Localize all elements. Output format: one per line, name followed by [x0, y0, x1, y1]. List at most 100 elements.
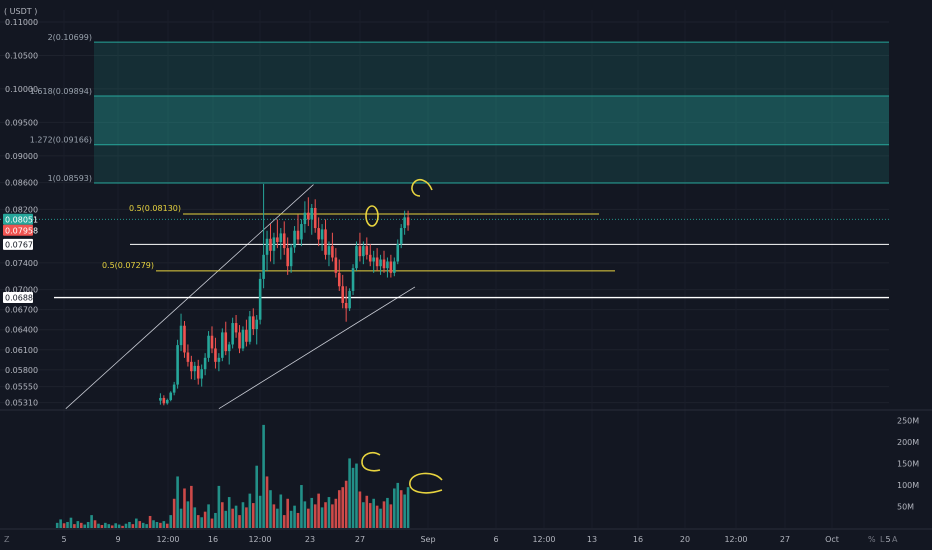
fib-extension-label: 1.272(0.09166) [30, 136, 92, 145]
volume-bar [217, 485, 221, 528]
price-badge-label: 0.08051 [5, 215, 38, 224]
annotation-arc [361, 452, 381, 472]
candle-body [165, 399, 169, 404]
volume-bar [334, 498, 338, 528]
candle-body [265, 238, 269, 255]
volume-tick-label: 150M [897, 460, 919, 469]
fib-retracement-label: 0.5(0.07279) [102, 261, 154, 270]
candle-body [334, 257, 338, 273]
candle-body [262, 254, 265, 279]
volume-bar [372, 498, 375, 528]
volume-bar [104, 522, 107, 528]
time-tick-label: 16 [633, 535, 643, 544]
percent-scale-icon[interactable]: % [868, 535, 876, 544]
candle-body [386, 261, 389, 269]
candle-body [331, 246, 334, 258]
volume-bar [327, 497, 331, 528]
volume-bar [66, 521, 69, 528]
candle-body [210, 335, 214, 349]
volume-bar [337, 490, 341, 528]
candle-body [296, 230, 300, 240]
volume-bar [406, 487, 410, 528]
volume-bar [248, 493, 252, 528]
candle-body [190, 361, 193, 372]
volume-bar [162, 521, 166, 528]
time-tick-label: 23 [305, 535, 315, 544]
candle-body [269, 238, 272, 251]
price-tick-label: 0.05550 [5, 383, 38, 392]
volume-tick-label: 50M [897, 503, 914, 512]
volume-bar [221, 502, 224, 528]
quote-currency-label: ( USDT ) [4, 7, 37, 16]
candle-body [224, 332, 228, 352]
volume-bar [117, 524, 121, 528]
candle-body [238, 332, 241, 349]
time-tick-label: 12:00 [248, 535, 271, 544]
time-tick-label: 5 [885, 535, 890, 544]
volume-bar [128, 521, 131, 528]
volume-bar [351, 467, 355, 528]
zoom-reset-icon[interactable]: Z [4, 535, 10, 544]
candle-body [251, 316, 255, 330]
fib-extension-label: 1.618(0.09894) [30, 87, 92, 96]
price-tick-label: 0.11000 [5, 18, 38, 27]
volume-bar [176, 476, 179, 528]
candle-body [248, 316, 252, 342]
candle-body [320, 229, 324, 240]
volume-bar [224, 510, 228, 528]
candle-body [179, 325, 183, 346]
price-tick-label: 0.09500 [5, 118, 38, 127]
candle-body [348, 290, 351, 309]
price-tick-label: 0.05310 [5, 399, 38, 408]
trend-channel [65, 184, 416, 410]
volume-bar [320, 507, 324, 528]
volume-tick-label: 250M [897, 417, 919, 426]
volume-bar [76, 521, 80, 528]
volume-bar [124, 523, 128, 528]
hand-drawn-annotations [361, 178, 443, 494]
price-badge [3, 238, 33, 250]
time-tick-label: 16 [208, 535, 218, 544]
volume-bar [293, 505, 296, 528]
auto-scale-icon[interactable]: A [892, 535, 898, 544]
candle-body [379, 259, 382, 267]
candle-body [183, 325, 186, 353]
price-tick-label: 0.08600 [5, 179, 38, 188]
volume-bar [145, 524, 148, 528]
price-badge-label: 0.06881 [5, 294, 38, 303]
volume-bar [324, 502, 327, 528]
time-tick-label: 27 [355, 535, 365, 544]
candle-body [303, 212, 307, 225]
volume-bar [258, 495, 262, 528]
volume-bar [79, 522, 83, 528]
candle-body [214, 348, 217, 362]
volume-bar [386, 497, 389, 528]
candle-body [324, 229, 327, 255]
annotation-circle [365, 205, 379, 227]
volume-bar [317, 493, 320, 528]
time-axis: 5 9 12:00 16 12:00 23 27 Sep 6 12:00 13 16 20 12:00 27… [61, 535, 890, 544]
volume-bar [379, 508, 382, 528]
volume-bar [362, 502, 365, 528]
candle-body [176, 345, 179, 385]
volume-bar [135, 518, 138, 528]
volume-bar [207, 504, 210, 528]
candle-body [231, 323, 234, 345]
time-tick-label: 12:00 [532, 535, 555, 544]
candle-body [203, 357, 207, 370]
volume-bar [155, 521, 159, 528]
candle-body [355, 246, 358, 269]
volume-bar [303, 501, 307, 528]
volume-bar [269, 490, 272, 528]
time-tick-label: 6 [493, 535, 498, 544]
candle-body [399, 228, 403, 245]
candle-body [207, 335, 210, 358]
candle-body [276, 237, 279, 243]
log-scale-icon[interactable]: L [880, 535, 885, 544]
volume-bar [231, 508, 234, 528]
volume-bar [193, 507, 197, 528]
candle-body [310, 207, 314, 220]
candle-body [403, 217, 406, 229]
candle-body [327, 246, 331, 255]
